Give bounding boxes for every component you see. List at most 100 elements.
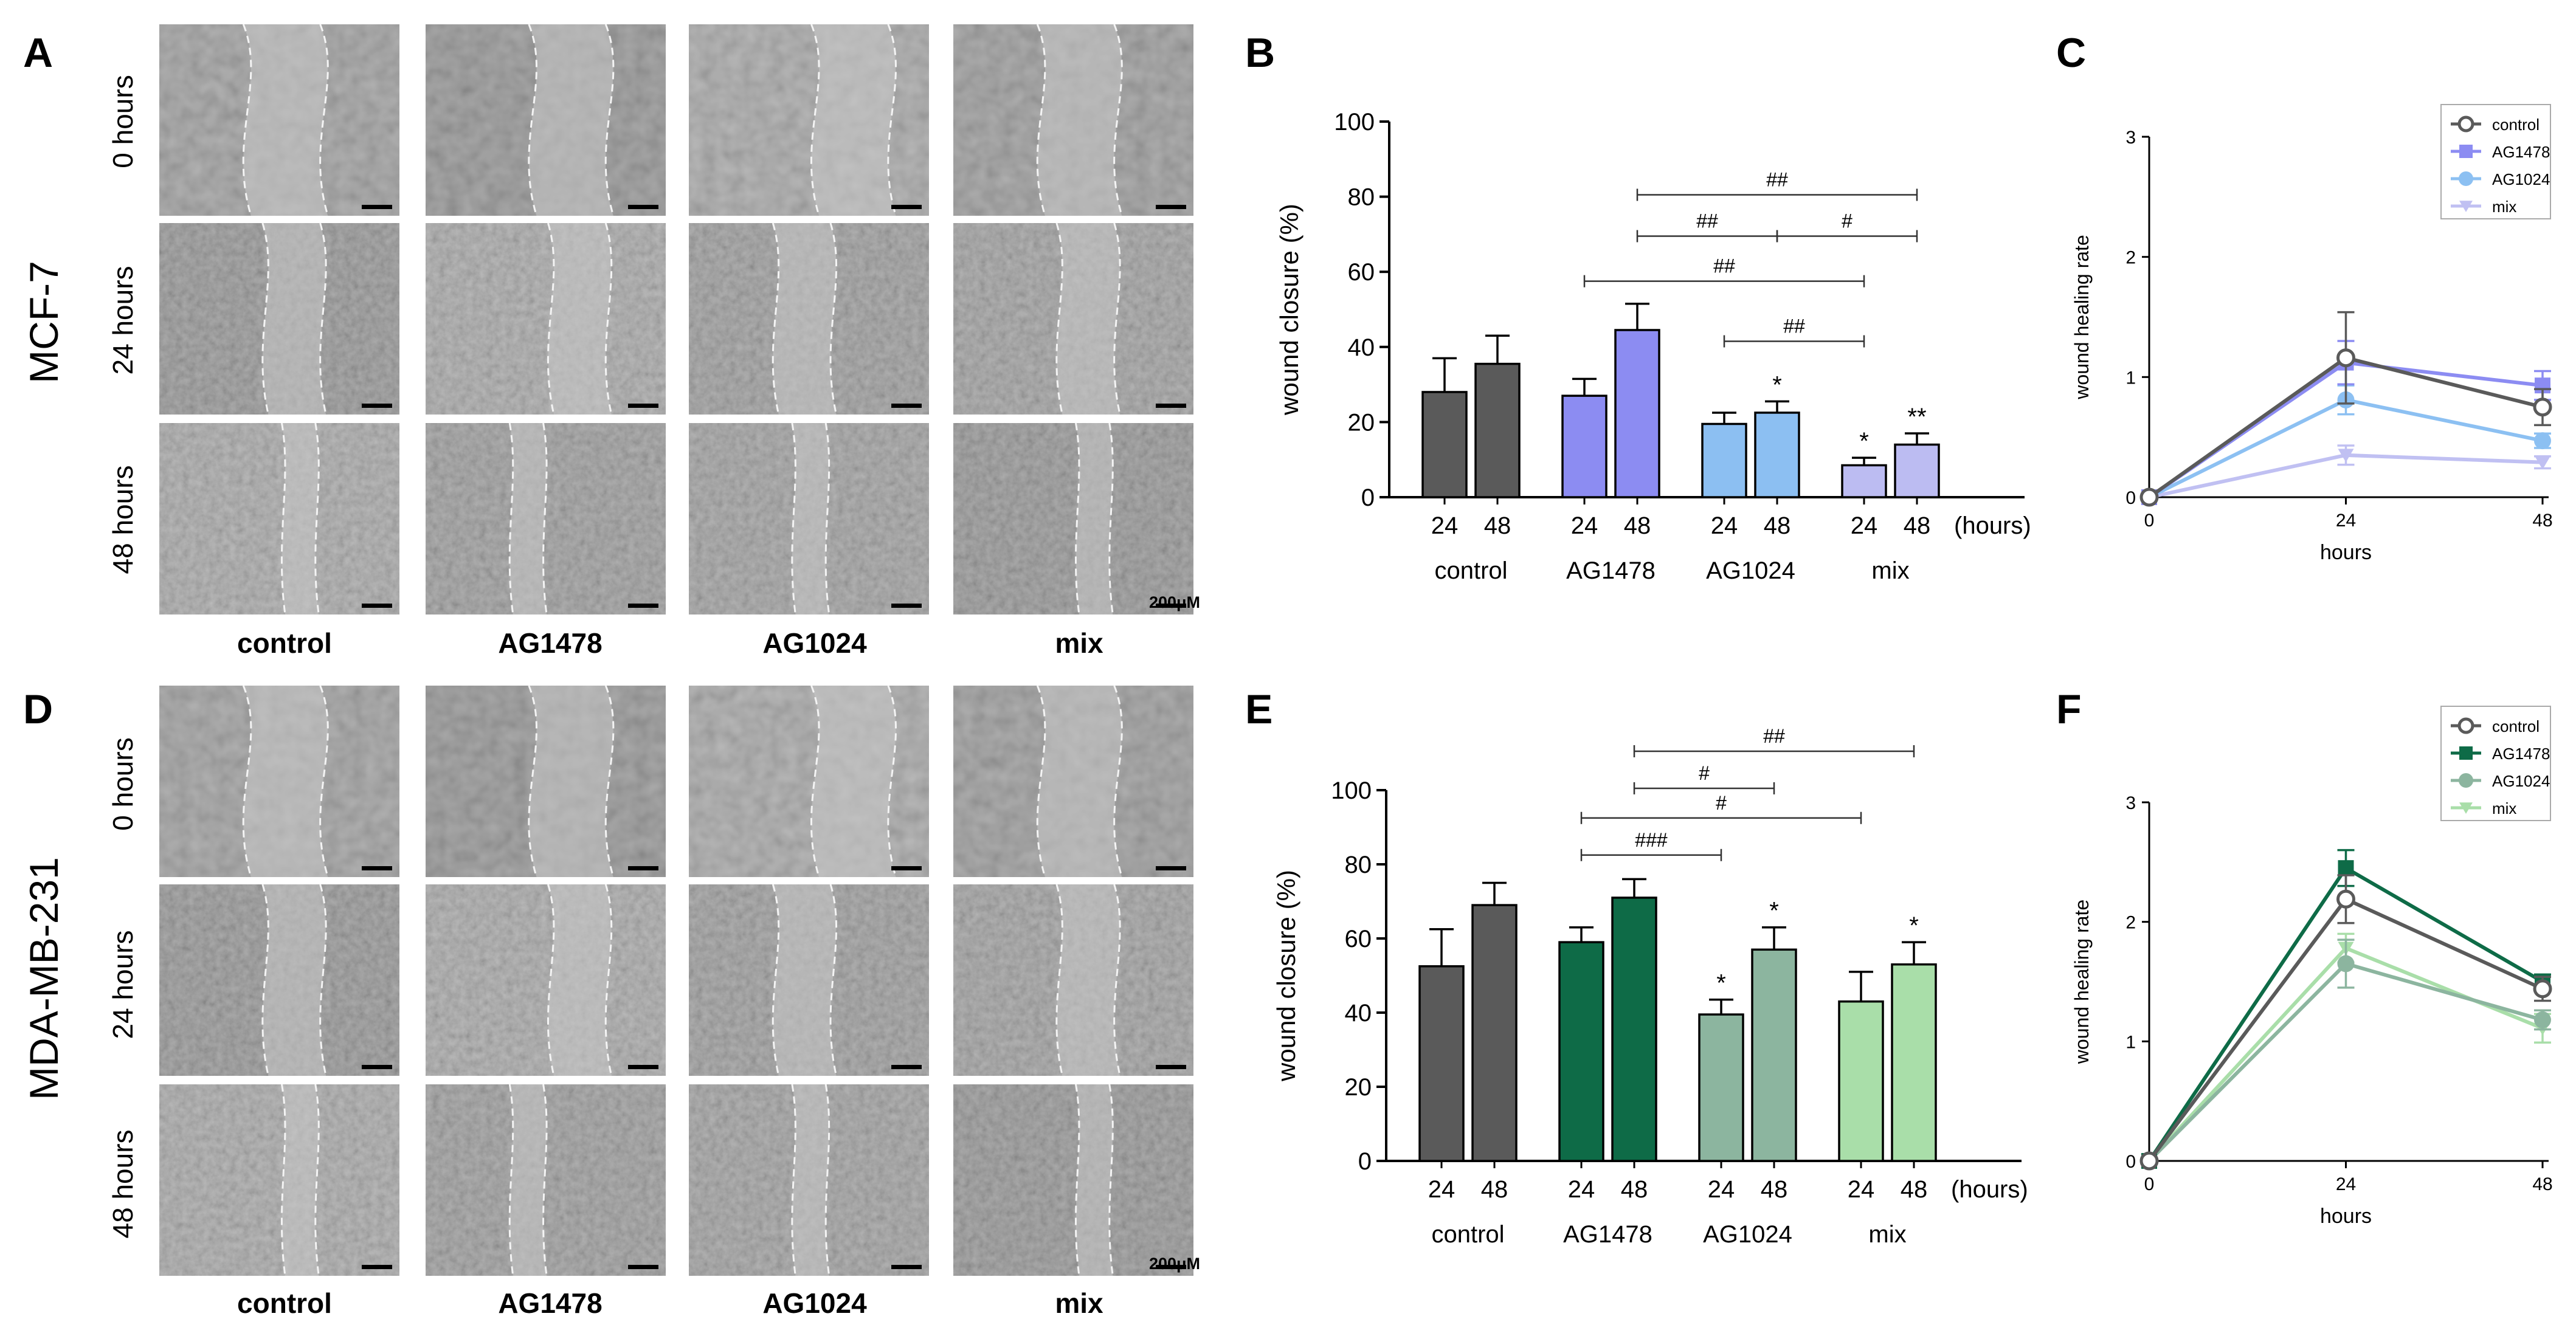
scale-bar xyxy=(891,404,922,408)
comparison-bracket: ### xyxy=(1580,829,1722,861)
bar-mix-24h xyxy=(1838,1000,1884,1162)
wound-edge-right xyxy=(604,222,613,415)
panel-letter-e: E xyxy=(1245,686,1272,732)
micrograph-mdamb231-ag1024-row2 xyxy=(689,1084,929,1276)
scale-bar xyxy=(1156,604,1186,608)
legend-item-ag1024: AG1024 xyxy=(2451,170,2550,188)
point-marker xyxy=(2336,348,2355,368)
x-tick-label: 24 xyxy=(1568,1176,1595,1203)
y-tick-label: 60 xyxy=(1345,926,1372,952)
x-unit-label: (hours) xyxy=(1954,512,2031,539)
wound-edge-left xyxy=(508,1084,514,1276)
chart-f-wound-healing-rate-mdamb231: 0 1 2 3 0 24 48 hours wound healing rate control A… xyxy=(2071,706,2553,1228)
y-tick-label: 20 xyxy=(1348,409,1375,436)
micrograph-mcf7-mix-row2 xyxy=(953,422,1193,615)
wound-edge-right xyxy=(1113,685,1123,878)
x-tick-label: 24 xyxy=(1711,512,1738,539)
point-marker xyxy=(2338,449,2354,463)
series-control xyxy=(2139,874,2552,1171)
wound-edge-left xyxy=(772,222,780,415)
panel-letter-b: B xyxy=(1245,30,1275,76)
y-tick-label: 40 xyxy=(1348,334,1375,361)
wound-edge-left xyxy=(280,1084,286,1276)
point-marker xyxy=(2336,889,2355,909)
micrograph-grid-mcf7 xyxy=(159,24,1193,615)
bracket-label: # xyxy=(1699,762,1710,784)
bar-control-24h xyxy=(1418,965,1465,1162)
treatment-label-mix-top: mix xyxy=(1055,627,1103,659)
x-tick-label: 24 xyxy=(1851,512,1878,539)
wound-edge-right xyxy=(887,685,897,878)
bar-control-48h xyxy=(1471,904,1518,1162)
x-tick-label: 24 xyxy=(2336,1174,2356,1194)
x-tick-label: 24 xyxy=(1848,1176,1875,1203)
point-marker xyxy=(2459,773,2473,788)
wound-edge-right xyxy=(887,24,897,216)
y-tick-label: 80 xyxy=(1345,852,1372,878)
wound-edge-right xyxy=(1113,884,1121,1076)
y-tick-label: 0 xyxy=(2125,488,2136,508)
scale-bar xyxy=(628,1065,658,1069)
y-tick-label: 100 xyxy=(1334,109,1375,136)
x-tick-label: 24 xyxy=(2336,511,2356,531)
bracket-label: # xyxy=(1842,210,1853,232)
micrograph-mdamb231-ag1478-row2 xyxy=(426,1084,666,1276)
time-label-24h-bottom: 24 hours xyxy=(107,930,139,1039)
micrograph-mdamb231-ag1478-row1 xyxy=(426,884,666,1076)
panel-letter-d: D xyxy=(23,686,53,732)
micrograph-mcf7-ag1024-row2 xyxy=(689,422,929,615)
significance-marker: * xyxy=(1772,371,1782,398)
legend-item-mix: mix xyxy=(2451,198,2516,216)
micrograph-mdamb231-mix-row1 xyxy=(953,884,1193,1076)
significance-marker: * xyxy=(1909,912,1919,939)
chart-b-wound-closure-mcf7: 0 20 40 60 80 100 wound closure (%) 24 48 control… xyxy=(1275,109,2031,584)
x-tick-label: 48 xyxy=(1901,1176,1928,1203)
point-marker xyxy=(2139,1151,2159,1171)
series-line xyxy=(2147,962,2543,1163)
wound-edge-right xyxy=(1108,1084,1114,1276)
x-tick-label: 0 xyxy=(2144,1174,2155,1194)
scale-bar xyxy=(628,604,658,608)
y-tick-label: 40 xyxy=(1345,1000,1372,1027)
y-tick-label: 1 xyxy=(2125,1032,2136,1052)
bar-ag1478-48h xyxy=(1614,329,1660,498)
wound-edge-left xyxy=(547,222,555,415)
significance-marker: * xyxy=(1716,970,1726,997)
x-tick-label: 48 xyxy=(1904,512,1931,539)
wound-edge-left xyxy=(528,24,537,216)
y-axis-label: wound healing rate xyxy=(2071,235,2093,399)
scale-bar xyxy=(628,1265,658,1269)
wound-edge-left xyxy=(242,24,252,216)
bar-ag1478-24h xyxy=(1561,394,1607,498)
wound-edge-left xyxy=(1036,24,1046,216)
micrograph-mdamb231-control-row0 xyxy=(159,685,399,878)
bar-ag1024-48h xyxy=(1751,948,1797,1162)
legend-item-ag1478: AG1478 xyxy=(2451,745,2550,763)
comparison-bracket: # xyxy=(1776,210,1918,243)
wound-edge-right xyxy=(824,422,830,615)
x-unit-label: (hours) xyxy=(1951,1176,2028,1203)
x-axis-label: hours xyxy=(2320,541,2372,564)
legend-label: AG1024 xyxy=(2492,170,2550,188)
series-control xyxy=(2139,311,2552,507)
micrograph-mdamb231-ag1024-row1 xyxy=(689,884,929,1076)
micrograph-mdamb231-ag1478-row0 xyxy=(426,685,666,878)
wound-edge-right xyxy=(824,1084,830,1276)
panel-letter-c: C xyxy=(2056,30,2086,76)
significance-marker: * xyxy=(1769,898,1779,924)
micrograph-mdamb231-mix-row2 xyxy=(953,1084,1193,1276)
legend-item-control: control xyxy=(2451,115,2540,134)
y-axis-label: wound healing rate xyxy=(2071,900,2093,1064)
wound-edge-right xyxy=(604,884,613,1076)
x-tick-label: 48 xyxy=(1481,1176,1508,1203)
wound-edge-right xyxy=(1113,222,1121,415)
legend-box xyxy=(2440,104,2551,219)
wound-edge-right xyxy=(319,24,329,216)
x-tick-label: 24 xyxy=(1708,1176,1735,1203)
significance-marker: ** xyxy=(1907,404,1926,430)
scale-bar xyxy=(1156,1065,1186,1069)
y-tick-label: 0 xyxy=(2125,1152,2136,1172)
y-tick-label: 0 xyxy=(1361,484,1375,511)
point-marker xyxy=(2533,979,2552,999)
bracket-label: ## xyxy=(1713,255,1735,277)
